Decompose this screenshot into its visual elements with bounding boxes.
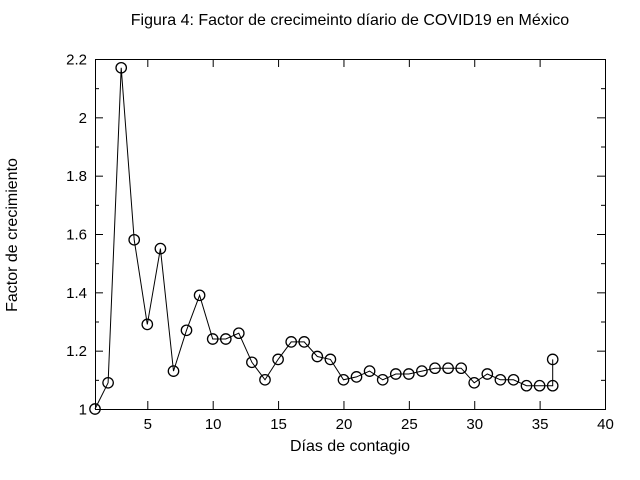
data-point bbox=[193, 289, 206, 302]
data-point bbox=[285, 336, 298, 348]
data-point bbox=[376, 373, 389, 386]
data-point bbox=[455, 362, 468, 375]
data-point bbox=[206, 333, 219, 345]
data-point bbox=[141, 318, 154, 331]
x-tick-label: 30 bbox=[466, 416, 483, 433]
data-point bbox=[219, 333, 232, 345]
data-point bbox=[481, 368, 494, 380]
data-point bbox=[167, 365, 180, 377]
x-tick-label: 35 bbox=[532, 416, 549, 433]
data-point bbox=[246, 356, 258, 369]
x-tick-label: 5 bbox=[144, 416, 152, 433]
chart-title: Figura 4: Factor de crecimeinto díario d… bbox=[130, 12, 570, 29]
y-tick-label: 1.4 bbox=[66, 285, 87, 302]
data-point bbox=[546, 353, 559, 366]
x-tick-label: 15 bbox=[270, 416, 287, 433]
data-point bbox=[115, 61, 128, 74]
y-tick-label: 2.2 bbox=[66, 52, 87, 69]
x-tick-label: 10 bbox=[205, 416, 222, 433]
data-point bbox=[89, 403, 101, 415]
data-point bbox=[520, 379, 533, 392]
data-point bbox=[232, 327, 245, 340]
data-point bbox=[363, 365, 376, 377]
data-point bbox=[311, 350, 324, 363]
data-point bbox=[429, 362, 441, 375]
data-point bbox=[298, 336, 311, 348]
data-point bbox=[442, 362, 454, 375]
x-tick-label: 40 bbox=[597, 416, 614, 433]
x-axis-label: Días de contagio bbox=[289, 438, 411, 455]
data-point bbox=[324, 353, 337, 366]
x-tick-label: 20 bbox=[336, 416, 353, 433]
data-point bbox=[350, 371, 363, 383]
data-point bbox=[533, 379, 546, 392]
data-point bbox=[272, 353, 284, 366]
data-point bbox=[154, 242, 167, 255]
y-axis-label: Factor de crecimiento bbox=[4, 158, 21, 312]
data-point bbox=[128, 233, 141, 246]
y-tick-label: 2 bbox=[79, 110, 87, 127]
data-point bbox=[102, 376, 114, 389]
data-line bbox=[94, 67, 554, 410]
data-point bbox=[402, 368, 415, 380]
y-tick-label: 1.6 bbox=[66, 227, 87, 244]
data-point bbox=[494, 373, 507, 386]
data-point bbox=[507, 373, 520, 386]
data-point bbox=[468, 376, 481, 389]
data-point bbox=[416, 365, 428, 377]
y-tick-label: 1.2 bbox=[66, 343, 87, 360]
data-point bbox=[546, 379, 559, 392]
data-point bbox=[389, 368, 402, 380]
data-point bbox=[337, 373, 350, 386]
y-tick-label: 1 bbox=[79, 402, 87, 419]
data-point bbox=[259, 373, 271, 386]
data-point bbox=[180, 324, 193, 337]
y-tick-label: 1.8 bbox=[66, 168, 87, 185]
x-tick-label: 25 bbox=[401, 416, 418, 433]
